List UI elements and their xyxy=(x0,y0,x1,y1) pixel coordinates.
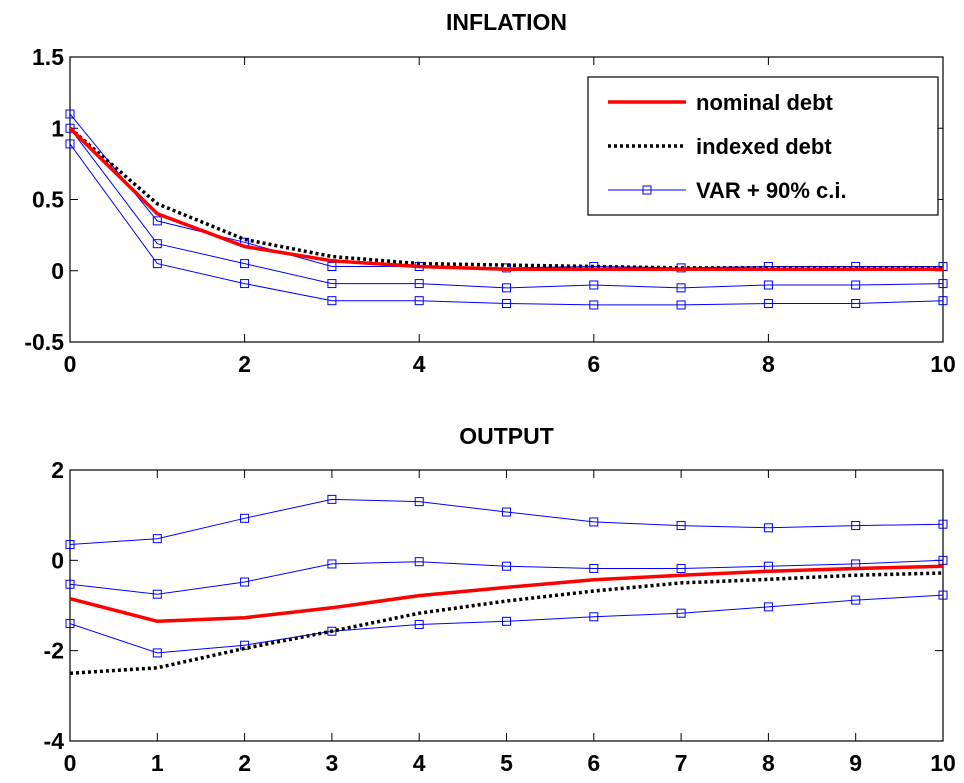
series-point xyxy=(414,279,424,289)
series-point xyxy=(414,296,424,306)
y-tick-label: -0.5 xyxy=(24,329,64,355)
x-tick-label: 8 xyxy=(762,351,775,377)
series-point xyxy=(938,590,948,600)
series-line-4 xyxy=(69,143,944,306)
series-point xyxy=(851,299,861,309)
series-point xyxy=(938,555,948,565)
series-point xyxy=(676,283,686,293)
series-point xyxy=(327,559,337,569)
series-point xyxy=(763,602,773,612)
legend-label: VAR + 90% c.i. xyxy=(696,178,847,203)
y-tick-label: -4 xyxy=(44,728,65,754)
x-tick-label: 7 xyxy=(675,750,688,776)
x-tick-label: 4 xyxy=(413,750,426,776)
series-point xyxy=(763,523,773,533)
x-tick-label: 3 xyxy=(326,750,339,776)
series-point xyxy=(414,497,424,507)
series-point xyxy=(65,123,75,133)
series-point xyxy=(676,563,686,573)
x-tick-label: 10 xyxy=(930,750,956,776)
series-point xyxy=(676,300,686,310)
y-tick-label: -2 xyxy=(44,638,64,664)
series-point xyxy=(414,557,424,567)
y-tick-label: 0 xyxy=(51,258,64,284)
y-tick-label: 2 xyxy=(51,457,64,483)
x-tick-label: 6 xyxy=(587,351,600,377)
y-tick-label: 1 xyxy=(51,115,64,141)
series-point xyxy=(589,517,599,527)
series-point xyxy=(676,608,686,618)
series-line-0 xyxy=(69,564,944,624)
series-point xyxy=(851,595,861,605)
x-tick-label: 2 xyxy=(238,750,251,776)
series-point xyxy=(763,280,773,290)
x-tick-label: 2 xyxy=(238,351,251,377)
series-point xyxy=(65,619,75,629)
series-point xyxy=(65,579,75,589)
series-point xyxy=(240,513,250,523)
y-tick-label: 0 xyxy=(51,547,64,573)
series-point xyxy=(502,616,511,626)
series-point xyxy=(152,259,162,269)
series-point xyxy=(65,540,75,550)
series-line-3 xyxy=(69,559,944,595)
series-point xyxy=(589,612,599,622)
series-point xyxy=(938,519,948,529)
series-point xyxy=(240,279,250,289)
series-point xyxy=(240,577,250,587)
series-point xyxy=(938,296,948,306)
x-tick-label: 9 xyxy=(849,750,862,776)
series-point xyxy=(589,280,599,290)
y-tick-label: 1.5 xyxy=(32,44,64,70)
x-tick-label: 6 xyxy=(587,750,600,776)
series-point xyxy=(152,239,162,249)
series-point xyxy=(502,507,511,517)
series-line-0 xyxy=(68,127,943,272)
series-point xyxy=(502,299,511,309)
series-point xyxy=(502,283,511,293)
series-point xyxy=(327,494,337,504)
series-point xyxy=(65,109,75,119)
x-tick-label: 0 xyxy=(64,750,77,776)
legend: nominal debt indexed debt VAR + 90% c.i. xyxy=(587,76,939,216)
legend-label: indexed debt xyxy=(696,134,832,159)
output-panel: OUTPUT 0 1 2 3 4 5 6 7 8 9 10 -4 -2 0 2 xyxy=(44,423,956,776)
series-line-2 xyxy=(69,498,944,545)
series-line-2 xyxy=(69,127,944,289)
series-line-4 xyxy=(69,594,944,654)
x-tick-label: 5 xyxy=(500,750,513,776)
series-point xyxy=(240,259,250,269)
y-tick-label: 0.5 xyxy=(32,187,64,213)
series-point xyxy=(502,561,511,571)
series-point xyxy=(589,300,599,310)
x-tick-label: 4 xyxy=(413,351,426,377)
series-point xyxy=(152,216,162,226)
series-point xyxy=(938,279,948,289)
chart-title: OUTPUT xyxy=(459,423,554,449)
plot-area xyxy=(69,469,944,742)
series-point xyxy=(152,589,162,599)
series-point xyxy=(152,534,162,544)
series-point xyxy=(763,299,773,309)
series-point xyxy=(414,619,424,629)
x-tick-label: 8 xyxy=(762,750,775,776)
legend-label: nominal debt xyxy=(696,90,834,115)
x-tick-label: 1 xyxy=(151,750,164,776)
series-point xyxy=(327,626,337,636)
chart-title: INFLATION xyxy=(446,9,567,35)
series-point xyxy=(676,521,686,531)
series-point xyxy=(65,139,75,149)
series-point xyxy=(589,563,599,573)
x-tick-label: 0 xyxy=(64,351,77,377)
series-point xyxy=(327,296,337,306)
legend-marker xyxy=(642,185,652,195)
series-point xyxy=(152,648,162,658)
series-point xyxy=(851,280,861,290)
series-point xyxy=(327,279,337,289)
x-tick-label: 10 xyxy=(930,351,956,377)
series-point xyxy=(851,521,861,531)
